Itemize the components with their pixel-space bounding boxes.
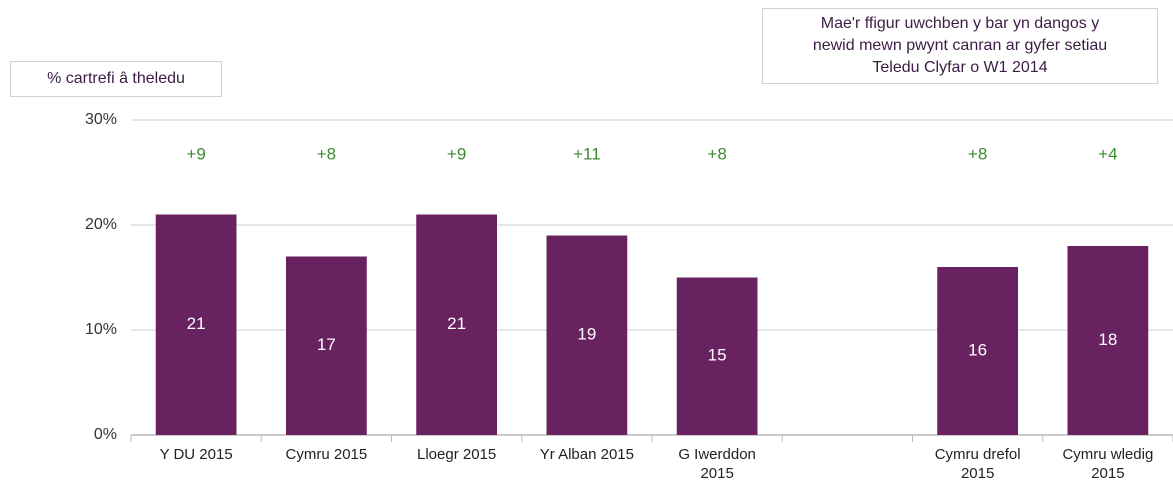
x-tick-label: Y DU 2015 xyxy=(159,446,233,463)
data-label: 16 xyxy=(968,340,987,359)
bar xyxy=(416,214,498,435)
bar xyxy=(676,277,758,435)
annotation-box: Mae'r ffigur uwchben y bar yn dangos y ne… xyxy=(762,8,1158,84)
change-label: +8 xyxy=(317,144,336,163)
change-label: +8 xyxy=(968,144,987,163)
change-label: +4 xyxy=(1098,144,1117,163)
y-tick-label: 10% xyxy=(85,321,117,338)
change-label: +9 xyxy=(447,144,466,163)
x-tick-label: Cymru drefol 2015 xyxy=(934,446,1021,481)
x-tick-label: Yr Alban 2015 xyxy=(539,446,634,463)
change-label: +11 xyxy=(573,144,601,163)
bar xyxy=(937,267,1019,435)
y-axis-label: % cartrefi â theledu xyxy=(10,61,222,97)
annotation-line: Teledu Clyfar o W1 2014 xyxy=(872,59,1048,76)
x-tick-label: Lloegr 2015 xyxy=(417,446,497,463)
x-tick-label: Cymru 2015 xyxy=(285,446,368,463)
y-tick-label: 0% xyxy=(94,426,117,443)
bar xyxy=(155,214,237,435)
data-label: 21 xyxy=(187,314,206,333)
y-tick-label: 20% xyxy=(85,216,117,233)
y-tick-label: 30% xyxy=(85,111,117,128)
annotation-line: newid mewn pwynt canran ar gyfer setiau xyxy=(812,37,1108,54)
data-label: 19 xyxy=(577,325,596,344)
change-label: +9 xyxy=(186,144,205,163)
bar xyxy=(1067,246,1149,435)
data-label: 17 xyxy=(317,335,336,354)
bar xyxy=(546,235,628,435)
bar xyxy=(285,256,367,435)
x-tick-label: Cymru wledig 2015 xyxy=(1062,446,1154,481)
data-label: 15 xyxy=(708,346,727,365)
data-label: 18 xyxy=(1098,330,1117,349)
annotation-line: Mae'r ffigur uwchben y bar yn dangos y xyxy=(820,15,1100,32)
change-label: +8 xyxy=(707,144,726,163)
x-tick-label: G Iwerddon 2015 xyxy=(678,446,756,481)
data-label: 21 xyxy=(447,314,466,333)
